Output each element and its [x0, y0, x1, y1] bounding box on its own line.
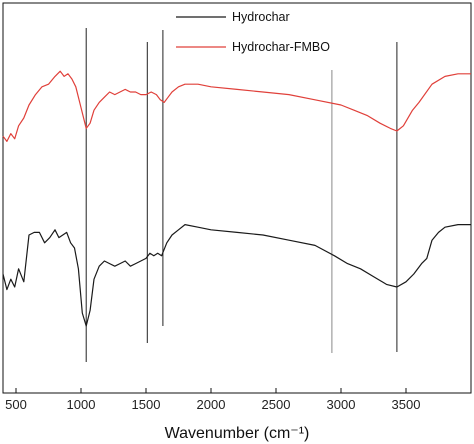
plot-frame	[2, 2, 472, 394]
series-layer	[2, 70, 471, 327]
x-axis-ticks: 500 1000 1500 2000 2500 3000 3500	[5, 388, 420, 412]
x-tick-label-500: 500	[5, 397, 27, 412]
x-tick-label-1500: 1500	[132, 397, 161, 412]
x-tick-label-2000: 2000	[197, 397, 226, 412]
series-line-hydrochar-fmbo	[2, 70, 471, 142]
x-tick-label-1000: 1000	[67, 397, 96, 412]
legend-label-hydrochar-fmbo: Hydrochar-FMBO	[232, 40, 330, 54]
x-tick-label-3000: 3000	[327, 397, 356, 412]
x-tick-label-2500: 2500	[262, 397, 291, 412]
series-line-hydrochar	[2, 224, 471, 327]
vertical-markers	[85, 28, 398, 362]
x-tick-label-3500: 3500	[392, 397, 421, 412]
legend-label-hydrochar: Hydrochar	[232, 10, 290, 24]
legend: Hydrochar Hydrochar-FMBO	[176, 10, 330, 54]
x-axis-label: Wavenumber (cm⁻¹)	[165, 425, 310, 442]
